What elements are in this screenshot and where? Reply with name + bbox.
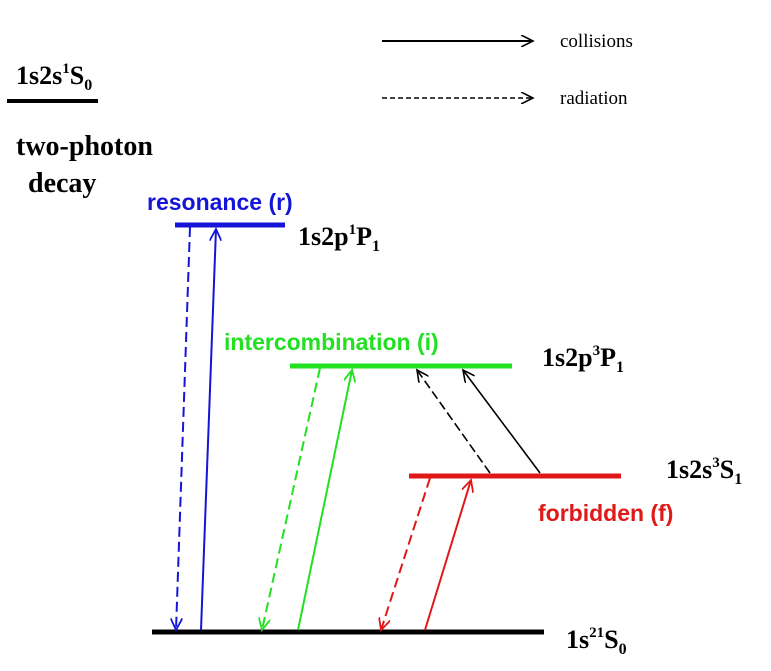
forbidden-term-label: 1s2s3S1 xyxy=(666,455,742,488)
resonance-radiation-arrow xyxy=(176,226,191,630)
legend-radiation-label: radiation xyxy=(560,88,628,109)
forbidden-to-intercombination-radiation-arrow xyxy=(417,370,491,474)
ground-term-label: 1s21S0 xyxy=(566,625,627,658)
forbidden-collision-arrow xyxy=(424,480,471,631)
level-resonance: resonance (r) 1s2p1P1 xyxy=(147,189,380,255)
level-ground: 1s21S0 xyxy=(152,625,627,658)
forbidden-name: forbidden (f) xyxy=(538,500,673,526)
decay-label: decay xyxy=(28,168,96,199)
forbidden-to-intercombination-collision-arrow xyxy=(463,370,541,474)
level-1s2s-1S0: 1s2s1S0 two-photon decay xyxy=(7,61,153,199)
forbidden-radiation-arrow xyxy=(381,477,431,630)
level-forbidden: 1s2s3S1 forbidden (f) xyxy=(409,455,742,526)
resonance-collision-arrow xyxy=(200,229,216,631)
intercombination-term-label: 1s2p3P1 xyxy=(542,343,624,376)
legend: collisions radiation xyxy=(382,31,633,109)
level-1s2s-1S0-label: 1s2s1S0 xyxy=(16,61,92,94)
legend-collisions-label: collisions xyxy=(560,31,633,52)
resonance-term-label: 1s2p1P1 xyxy=(298,222,380,255)
level-intercombination: intercombination (i) 1s2p3P1 xyxy=(224,329,624,376)
resonance-name: resonance (r) xyxy=(147,189,293,215)
two-photon-label: two-photon xyxy=(16,131,153,162)
intercombination-name: intercombination (i) xyxy=(224,329,439,355)
intercombination-radiation-arrow xyxy=(262,367,321,630)
intercombination-collision-arrow xyxy=(297,370,352,631)
